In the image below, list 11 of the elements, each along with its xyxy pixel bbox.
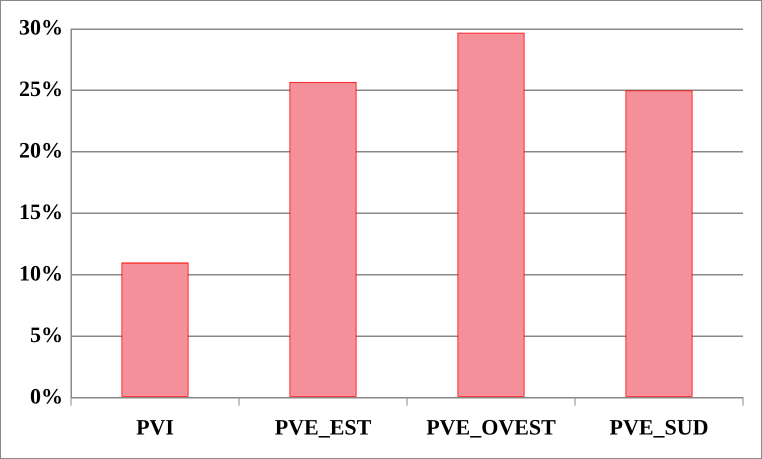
x-tick-label: PVI <box>136 414 174 440</box>
y-tick-label: 30% <box>19 14 63 40</box>
y-tick-label: 10% <box>19 260 63 286</box>
x-tick-label: PVE_EST <box>274 414 372 440</box>
x-tick-label: PVE_OVEST <box>426 414 556 440</box>
y-tick-label: 0% <box>30 383 63 408</box>
y-tick-label: 5% <box>30 322 63 347</box>
x-tick-label: PVE_SUD <box>609 414 709 440</box>
y-tick-label: 25% <box>19 76 63 102</box>
y-tick-label: 15% <box>19 198 63 224</box>
y-tick-label: 20% <box>19 138 63 163</box>
